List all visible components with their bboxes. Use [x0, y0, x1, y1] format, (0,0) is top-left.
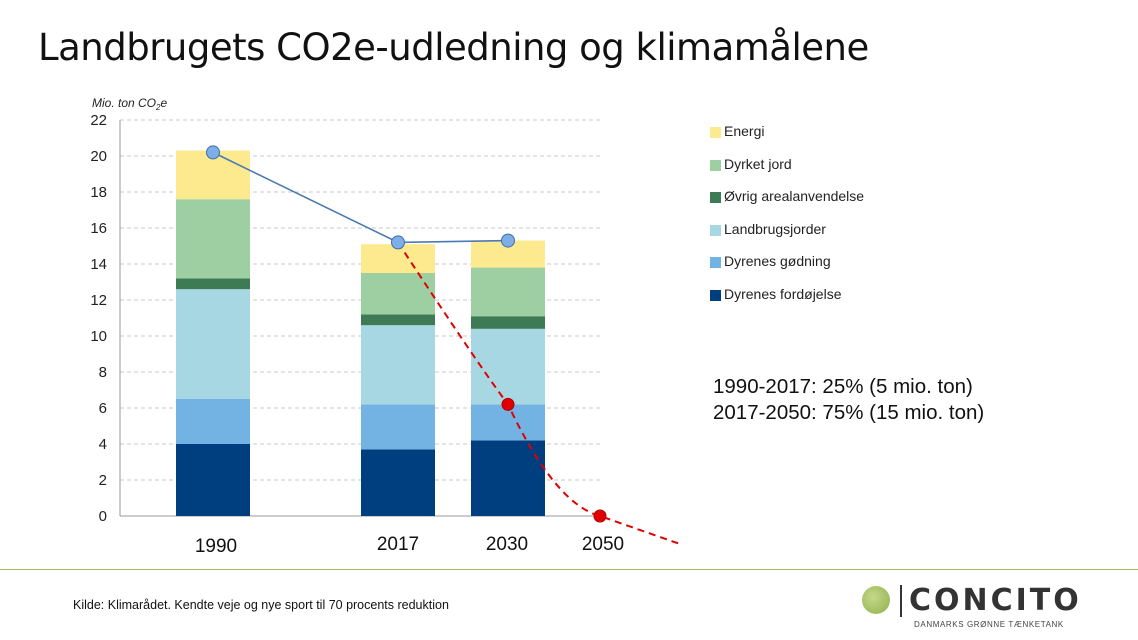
- bar-segment: [176, 399, 250, 444]
- legend-item: Dyrenes gødning: [708, 248, 908, 281]
- legend-label: Øvrig arealanvendelse: [724, 188, 865, 205]
- legend-item: Landbrugsjorder: [708, 216, 908, 249]
- x-category-label: 2050: [582, 534, 624, 555]
- total-emission-line: [212, 151, 509, 244]
- stats-line-1990-2017: 1990-2017: 25% (5 mio. ton): [713, 375, 973, 398]
- total-marker: [391, 235, 405, 250]
- bar-segment: [471, 267, 545, 317]
- bar-segment: [361, 325, 435, 405]
- bar-segment: [361, 404, 435, 450]
- y-tick-label: 16: [90, 220, 107, 237]
- stats-line-2017-2050: 2017-2050: 75% (15 mio. ton): [713, 401, 985, 424]
- legend-item: Øvrig arealanvendelse: [708, 183, 908, 216]
- y-tick-label: 4: [99, 436, 107, 453]
- source-note: Kilde: Klimarådet. Kendte veje og nye sp…: [73, 598, 449, 612]
- legend-swatch: [710, 257, 721, 269]
- x-category-label: 1990: [195, 536, 237, 557]
- bar-segment: [361, 273, 435, 315]
- legend-swatch: [710, 127, 721, 138]
- logo-divider: [900, 585, 902, 617]
- y-tick-label: 18: [90, 184, 107, 201]
- concito-logo-icon: [862, 586, 890, 614]
- bar-segment: [361, 449, 435, 516]
- x-category-label: 2030: [486, 534, 528, 555]
- legend-label: Dyrenes fordøjelse: [724, 285, 842, 302]
- bar-segment: [471, 316, 545, 329]
- y-tick-label: 10: [90, 328, 107, 345]
- bar-segment: [471, 328, 545, 405]
- legend-item: Dyrket jord: [708, 151, 908, 184]
- logo-wordmark: CONCITO: [909, 583, 1082, 618]
- legend-item: Energi: [708, 118, 908, 151]
- bar-segment: [471, 440, 545, 516]
- bar-segment: [176, 278, 250, 290]
- x-category-label: 2017: [377, 534, 419, 555]
- legend-swatch: [710, 224, 721, 236]
- legend-swatch: [710, 192, 721, 204]
- logo-tagline: DANMARKS GRØNNE TÆNKETANK: [914, 620, 1064, 629]
- reduction-stats: 1990-2017: 25% (5 mio. ton) 2017-2050: 7…: [713, 374, 984, 426]
- y-tick-label: 12: [90, 292, 107, 309]
- bar-segment: [361, 314, 435, 326]
- bar-segment: [176, 199, 250, 279]
- legend-item: Dyrenes fordøjelse: [708, 281, 908, 314]
- y-tick-label: 0: [99, 508, 107, 525]
- target-marker: [501, 397, 515, 411]
- target-marker: [593, 509, 607, 523]
- y-tick-label: 20: [90, 148, 107, 165]
- legend-label: Dyrket jord: [724, 155, 792, 172]
- legend-label: Landbrugsjorder: [724, 220, 826, 237]
- y-tick-label: 6: [99, 400, 107, 417]
- legend-label: Dyrenes gødning: [724, 253, 831, 270]
- legend-label: Energi: [724, 123, 765, 139]
- footer-divider: [0, 569, 1138, 570]
- chart-legend: Energi Dyrket jord Øvrig arealanvendelse La…: [708, 118, 908, 314]
- y-tick-label: 2: [99, 472, 107, 489]
- legend-swatch: [710, 289, 721, 301]
- y-tick-label: 22: [90, 112, 107, 129]
- bar-segment: [176, 444, 250, 516]
- concito-logo: CONCITO DANMARKS GRØNNE TÆNKETANK: [860, 583, 1100, 633]
- y-axis-label: Mio. ton CO2e: [92, 96, 167, 112]
- y-tick-label: 14: [90, 256, 107, 273]
- slide-title: Landbrugets CO2e-udledning og klimamålen…: [38, 26, 869, 69]
- legend-swatch: [710, 159, 721, 171]
- total-marker: [206, 145, 220, 160]
- y-tick-label: 8: [99, 364, 107, 381]
- bar-segment: [176, 289, 250, 399]
- stacked-bar-chart: Mio. ton CO2e 0 2 4 6 8 10 12 14 16 18 20 22 1990 2017…: [90, 96, 681, 557]
- total-marker: [501, 233, 515, 248]
